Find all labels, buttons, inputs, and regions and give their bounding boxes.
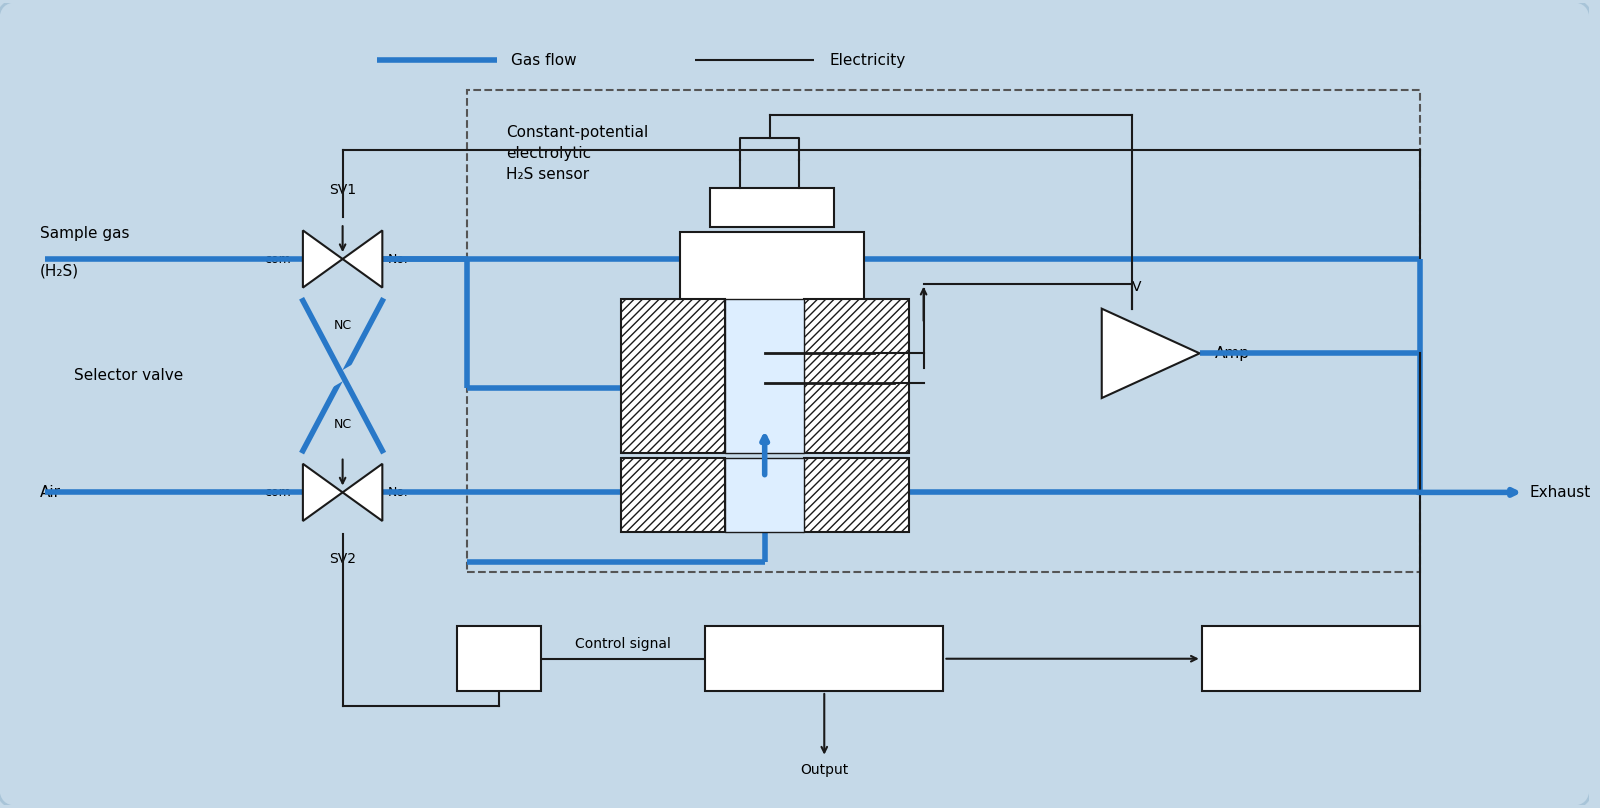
Text: V: V	[1133, 280, 1142, 294]
Polygon shape	[1102, 309, 1200, 398]
Text: Selector valve: Selector valve	[75, 368, 184, 383]
Text: Constant-potential
electrolytic
H₂S sensor: Constant-potential electrolytic H₂S sens…	[507, 125, 648, 182]
Text: Gas flow: Gas flow	[512, 53, 578, 68]
Text: com: com	[264, 486, 291, 499]
Bar	[1202, 626, 1421, 691]
Text: (H₂S): (H₂S)	[40, 264, 78, 279]
Text: No.: No.	[387, 486, 408, 499]
Bar	[710, 187, 834, 227]
Bar	[458, 626, 541, 691]
Bar	[725, 457, 805, 532]
Bar	[706, 626, 944, 691]
Text: A/D conversion: A/D conversion	[1259, 652, 1363, 666]
Bar	[805, 299, 909, 452]
Text: Sample gas: Sample gas	[40, 226, 130, 241]
Text: SSR: SSR	[485, 652, 512, 666]
Text: Microprocessor: Microprocessor	[771, 652, 877, 666]
Text: Control signal: Control signal	[576, 637, 670, 650]
Text: No.: No.	[387, 253, 408, 266]
Text: NC: NC	[333, 418, 352, 431]
Polygon shape	[302, 464, 342, 521]
Text: com: com	[264, 253, 291, 266]
Text: NC: NC	[333, 318, 352, 331]
Bar	[725, 299, 805, 452]
Polygon shape	[342, 464, 382, 521]
Text: SV2: SV2	[330, 552, 357, 566]
Text: Air: Air	[40, 485, 61, 500]
Text: Exhaust: Exhaust	[1530, 485, 1590, 500]
Polygon shape	[342, 230, 382, 288]
Bar	[621, 299, 725, 452]
Bar	[621, 457, 725, 532]
Bar	[680, 232, 864, 304]
Text: Output: Output	[800, 763, 848, 776]
Text: SV1: SV1	[330, 183, 357, 197]
Polygon shape	[302, 230, 342, 288]
Bar	[805, 457, 909, 532]
Text: Amp: Amp	[1214, 346, 1250, 361]
Text: Electricity: Electricity	[829, 53, 906, 68]
